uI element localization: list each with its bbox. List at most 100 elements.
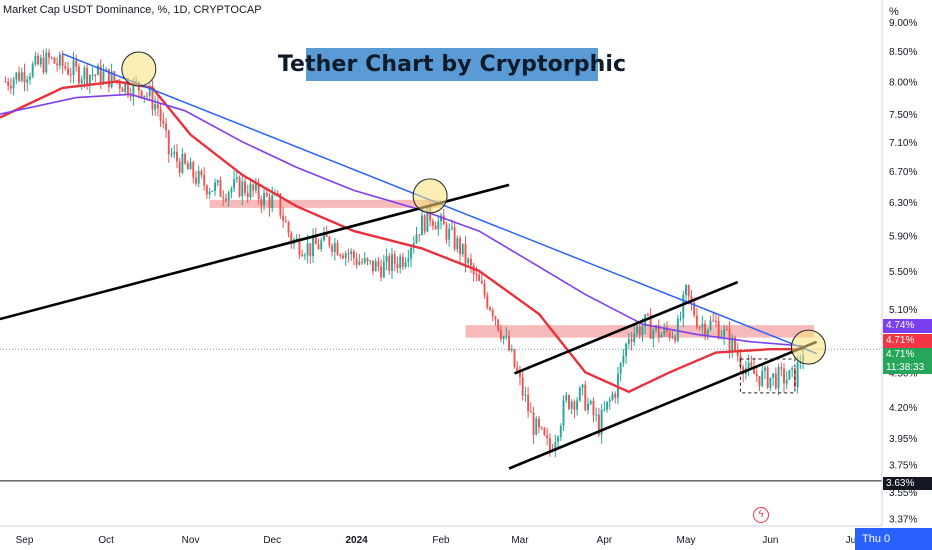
candle-down — [532, 412, 535, 435]
candle-down — [546, 434, 549, 438]
candle-down — [614, 393, 617, 398]
price-tick-label: 3.37% — [889, 514, 917, 525]
candle-up — [271, 194, 274, 209]
candle-down — [431, 220, 434, 226]
candle-up — [761, 370, 764, 386]
candle-down — [755, 373, 758, 377]
candle-up — [214, 182, 217, 191]
candle-up — [58, 54, 61, 66]
candle-up — [763, 367, 766, 371]
candle-down — [9, 86, 12, 89]
bar-countdown: 11:38:33 — [886, 362, 925, 373]
candle-down — [23, 72, 26, 83]
candle-down — [442, 215, 445, 225]
candle-down — [140, 90, 143, 98]
candle-up — [467, 258, 470, 264]
candle-down — [543, 428, 546, 435]
candle-up — [363, 258, 366, 263]
candle-down — [584, 384, 587, 411]
candle-down — [434, 225, 437, 230]
symbol-legend[interactable]: Market Cap USDT Dominance, %, 1D, CRYPTO… — [3, 4, 262, 16]
candle-up — [676, 318, 679, 342]
candle-down — [753, 366, 756, 374]
candle-up — [230, 188, 233, 193]
channel-top-trendline — [514, 280, 739, 375]
candle-up — [407, 258, 410, 262]
time-tick-label: Jun — [762, 535, 778, 546]
candle-down — [167, 130, 170, 154]
candle-down — [246, 193, 249, 198]
candle-up — [701, 323, 704, 328]
candle-up — [619, 363, 622, 374]
candle-down — [290, 233, 293, 245]
candle-up — [322, 232, 325, 241]
candle-up — [132, 80, 135, 98]
last-price-tag: 4.71% 11:38:33 — [883, 348, 932, 374]
candle-up — [404, 261, 407, 267]
candle-up — [562, 400, 565, 427]
candle-up — [181, 153, 184, 173]
candle-up — [679, 318, 682, 320]
candle-up — [685, 285, 687, 296]
candle-up — [173, 151, 176, 154]
candle-down — [401, 256, 404, 267]
candle-up — [440, 215, 442, 222]
candle-down — [200, 170, 203, 176]
candle-down — [222, 196, 225, 199]
candle-up — [608, 399, 611, 402]
candle-up — [26, 79, 29, 83]
candle-up — [456, 238, 459, 249]
candle-up — [83, 67, 86, 80]
candle-down — [186, 163, 189, 170]
price-tick-label: 4.20% — [889, 403, 917, 414]
candle-up — [263, 192, 266, 206]
candle-up — [295, 238, 298, 240]
candle-up — [124, 81, 127, 92]
candle-up — [589, 400, 592, 404]
candle-down — [649, 315, 652, 339]
candle-down — [766, 367, 769, 388]
candle-up — [576, 400, 579, 410]
candle-down — [366, 258, 369, 262]
candle-up — [524, 394, 527, 396]
price-tick-label: 9.00% — [889, 18, 917, 29]
candle-up — [369, 260, 372, 262]
candle-down — [276, 193, 279, 195]
candle-down — [113, 71, 116, 81]
candle-down — [192, 162, 195, 178]
time-tick-label: Sep — [16, 535, 34, 546]
candle-down — [99, 65, 102, 83]
candle-down — [459, 238, 462, 255]
candle-up — [606, 401, 609, 410]
candle-down — [75, 60, 78, 67]
candle-up — [769, 377, 772, 388]
price-unit-label: % — [889, 6, 899, 18]
candle-down — [548, 437, 551, 451]
candle-down — [94, 74, 97, 76]
price-tick-label: 6.70% — [889, 167, 917, 178]
candle-down — [159, 108, 162, 121]
candle-up — [747, 362, 750, 369]
candle-up — [622, 356, 625, 364]
candle-up — [627, 339, 630, 344]
candle-up — [595, 414, 598, 416]
candle-down — [396, 263, 399, 268]
candle-up — [636, 326, 638, 334]
candle-up — [420, 215, 423, 236]
candle-up — [785, 379, 788, 384]
candle-down — [282, 215, 285, 221]
channel-bottom-trendline — [508, 340, 818, 470]
price-tick-label: 5.10% — [889, 305, 917, 316]
moving-averages-layer — [0, 80, 804, 394]
candle-down — [301, 254, 304, 257]
title-banner: Tether Chart by Cryptorphic — [278, 48, 626, 81]
candle-down — [107, 68, 110, 88]
lightning-icon[interactable]: ϟ — [753, 507, 769, 523]
candle-down — [567, 395, 570, 409]
candle-up — [28, 76, 31, 80]
candle-down — [156, 104, 159, 109]
candle-down — [314, 236, 317, 245]
ma-fast-price-value: 4.71% — [886, 335, 915, 346]
candle-up — [34, 55, 37, 65]
